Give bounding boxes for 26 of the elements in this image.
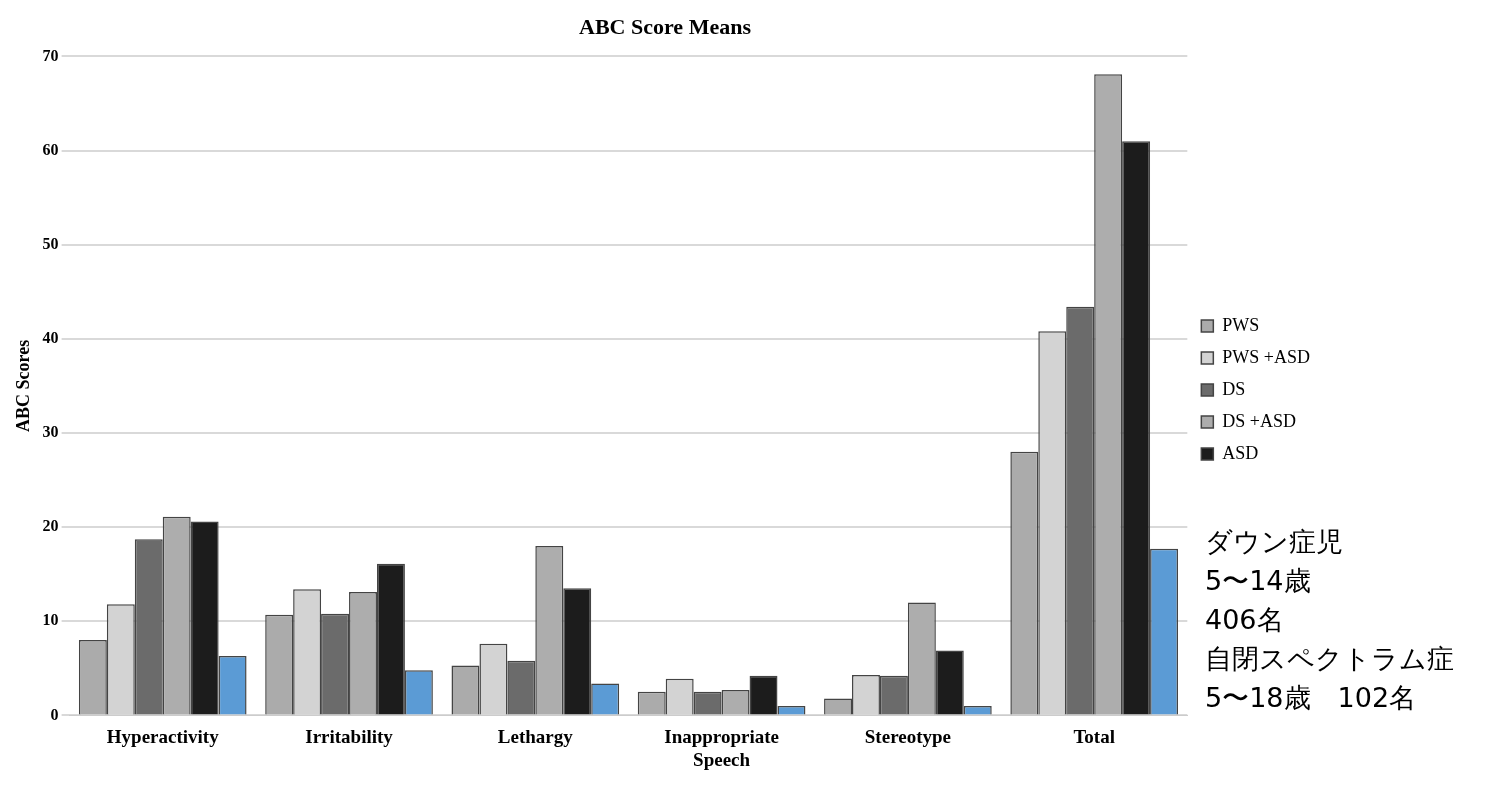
text: 5〜18歳 102名 — [1205, 681, 1418, 715]
y-axis-title: ABC Scores — [13, 339, 34, 432]
legend-label: ASD — [1222, 442, 1259, 463]
y-tick-label: 10 — [42, 611, 59, 629]
chart-title: ABC Score Means — [579, 13, 752, 39]
text: 5〜14歳 — [1205, 564, 1312, 598]
y-tick-label: 40 — [42, 328, 59, 346]
legend-label: PWS +ASD — [1222, 346, 1310, 367]
legend-label: DS — [1222, 378, 1246, 399]
x-tick-label: Hyperactivity — [106, 725, 220, 747]
text: 自閉スペクトラム症 — [1205, 642, 1454, 676]
x-tick-label: Total — [1073, 725, 1115, 747]
x-tick-label: Lethargy — [497, 725, 574, 747]
x-tick-label: Inappropriate Speech — [664, 725, 779, 770]
y-tick-label: 30 — [42, 423, 59, 441]
y-tick-label: 60 — [42, 140, 59, 158]
x-tick-label: Stereotype — [864, 725, 951, 747]
legend-label: PWS — [1222, 314, 1260, 335]
legend-label: DS +ASD — [1222, 410, 1296, 431]
text: 406名 — [1205, 603, 1285, 637]
y-tick-label: 70 — [42, 46, 59, 64]
text: ダウン症児 — [1205, 525, 1344, 559]
x-tick-label: Irritability — [305, 725, 394, 747]
y-tick-label: 0 — [50, 705, 59, 723]
y-tick-label: 50 — [42, 234, 59, 252]
y-tick-label: 20 — [42, 517, 59, 535]
